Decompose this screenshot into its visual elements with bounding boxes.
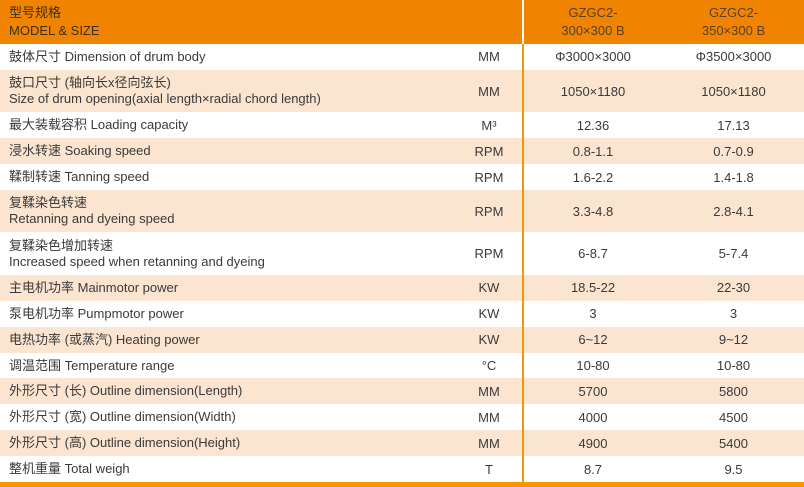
table-header-row: 型号规格 MODEL & SIZE GZGC2- 300×300 B GZGC2…	[0, 0, 804, 44]
row-value-2: Φ3500×3000	[695, 49, 772, 65]
row-value-2: 22-30	[716, 280, 751, 296]
row-value-2: 1050×1180	[701, 83, 766, 99]
row-value-2: 10-80	[716, 358, 751, 374]
model-column-2-size: 350×300 B	[701, 23, 766, 38]
row-value-2: 9~12	[718, 332, 749, 348]
row-label: 调温范围 Temperature range	[9, 357, 175, 373]
row-label-en: Size of drum opening(axial length×radial…	[9, 91, 321, 107]
row-label: 外形尺寸 (长) Outline dimension(Length)	[9, 383, 243, 399]
row-label: 复鞣染色转速 Retanning and dyeing speed	[0, 195, 455, 227]
table-row: 外形尺寸 (宽) Outline dimension(Width) MM 4000 4…	[0, 404, 804, 431]
row-label: 整机重量 Total weigh	[9, 461, 130, 477]
row-value-2: 9.5	[724, 461, 743, 477]
row-value-2: 5-7.4	[718, 246, 749, 262]
row-value-1: 3.3-4.8	[572, 203, 614, 219]
row-unit: MM	[478, 435, 500, 451]
table-row: 鼓体尺寸 Dimension of drum body MM Φ3000×3000 Φ…	[0, 44, 804, 70]
row-label: 鼓体尺寸 Dimension of drum body	[9, 48, 206, 64]
row-value-2: 5400	[719, 435, 748, 451]
row-value-2: 0.7-0.9	[713, 143, 754, 159]
row-value-1: 8.7	[583, 461, 603, 477]
row-unit: MM	[478, 409, 500, 425]
table-row: 整机重量 Total weigh T 8.7 9.5	[0, 456, 804, 483]
model-column-2-header: GZGC2- 350×300 B	[663, 0, 804, 44]
row-label: 外形尺寸 (宽) Outline dimension(Width)	[9, 409, 236, 425]
row-unit: MM	[478, 83, 500, 99]
row-label: 电热功率 (或蒸汽) Heating power	[9, 331, 200, 347]
row-unit: °C	[481, 358, 497, 374]
row-value-1: 1050×1180	[560, 83, 626, 99]
row-label-zh: 复鞣染色增加转速	[9, 237, 114, 253]
row-unit: MM	[478, 383, 500, 399]
row-unit: KW	[478, 306, 500, 322]
row-label: 主电机功率 Mainmotor power	[9, 279, 179, 295]
row-value-2: 17.13	[717, 117, 750, 133]
model-size-header-zh: 型号规格	[9, 5, 62, 20]
row-value-1: 10-80	[576, 358, 610, 374]
row-label: 泵电机功率 Pumpmotor power	[9, 305, 184, 321]
row-unit: M³	[481, 117, 497, 133]
row-unit: RPM	[474, 169, 504, 185]
row-value-1: 18.5-22	[570, 280, 616, 296]
row-value-1: 4900	[578, 435, 608, 451]
row-value-1: 12.36	[576, 117, 610, 133]
model-column-2-name: GZGC2-	[708, 5, 759, 20]
table-row: 泵电机功率 Pumpmotor power KW 3 3	[0, 300, 804, 327]
row-label: 浸水转速 Soaking speed	[9, 143, 151, 159]
table-row: 鼓口尺寸 (轴向长x径向弦长) Size of drum opening(axia…	[0, 69, 804, 113]
row-unit: T	[485, 461, 493, 477]
row-value-1: 3	[589, 306, 597, 322]
row-label: 鼓口尺寸 (轴向长x径向弦长) Size of drum opening(axia…	[0, 75, 455, 107]
model-size-header: 型号规格 MODEL & SIZE	[0, 0, 523, 44]
table-bottom-border	[0, 482, 804, 487]
row-label: 复鞣染色增加转速 Increased speed when retanning a…	[0, 238, 455, 270]
row-unit: KW	[478, 280, 500, 296]
row-value-2: 2.8-4.1	[713, 203, 754, 219]
row-label: 鞣制转速 Tanning speed	[9, 169, 150, 185]
row-unit: MM	[478, 49, 500, 65]
table-row: 电热功率 (或蒸汽) Heating power KW 6~12 9~12	[0, 326, 804, 353]
row-unit: RPM	[474, 143, 504, 159]
row-unit: KW	[478, 332, 500, 348]
table-row: 复鞣染色转速 Retanning and dyeing speed RPM 3.3-4…	[0, 190, 804, 233]
row-value-1: 1.6-2.2	[572, 169, 614, 185]
table-row: 浸水转速 Soaking speed RPM 0.8-1.1 0.7-0.9	[0, 138, 804, 165]
row-label-en: Increased speed when retanning and dyein…	[9, 253, 265, 269]
model-column-1-size: 300×300 B	[561, 23, 625, 38]
table-row: 最大装载容积 Loading capacity M³ 12.36 17.13	[0, 112, 804, 139]
row-label: 外形尺寸 (高) Outline dimension(Height)	[9, 435, 241, 451]
row-value-1: 0.8-1.1	[572, 143, 614, 159]
row-unit: RPM	[474, 246, 504, 262]
table-row: 主电机功率 Mainmotor power KW 18.5-22 22-30	[0, 274, 804, 301]
table-row: 鞣制转速 Tanning speed RPM 1.6-2.2 1.4-1.8	[0, 164, 804, 191]
row-value-1: 6~12	[578, 332, 608, 348]
row-value-2: 4500	[719, 409, 748, 425]
row-value-1: 5700	[578, 383, 608, 399]
table-row: 外形尺寸 (高) Outline dimension(Height) MM 4900…	[0, 430, 804, 457]
table-row: 复鞣染色增加转速 Increased speed when retanning a…	[0, 232, 804, 275]
row-value-2: 5800	[719, 383, 748, 399]
model-column-1-header: GZGC2- 300×300 B	[523, 0, 663, 44]
row-value-1: Φ3000×3000	[555, 49, 631, 65]
row-label-zh: 鼓口尺寸 (轴向长x径向弦长)	[9, 75, 171, 91]
row-unit: RPM	[474, 203, 504, 219]
model-column-1-name: GZGC2-	[568, 5, 618, 20]
table-row: 调温范围 Temperature range °C 10-80 10-80	[0, 352, 804, 379]
row-label-zh: 复鞣染色转速	[9, 195, 88, 211]
row-value-1: 6-8.7	[578, 246, 608, 262]
row-label-en: Retanning and dyeing speed	[9, 211, 175, 227]
row-value-2: 3	[729, 306, 738, 322]
column-divider-line	[522, 0, 524, 482]
row-value-1: 4000	[578, 409, 608, 425]
model-size-header-en: MODEL & SIZE	[9, 23, 100, 38]
row-value-2: 1.4-1.8	[713, 169, 754, 185]
table-row: 外形尺寸 (长) Outline dimension(Length) MM 5700…	[0, 378, 804, 405]
row-label: 最大装载容积 Loading capacity	[9, 117, 189, 133]
